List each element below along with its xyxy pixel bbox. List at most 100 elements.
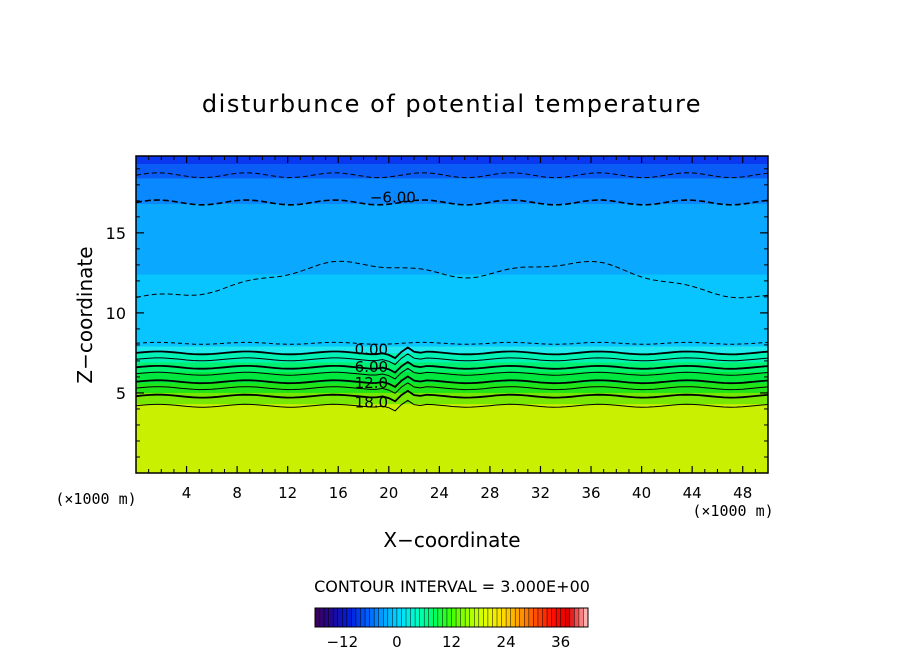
colorbar-tick-label-2: 12 <box>442 633 461 651</box>
contour-label-2: 6.00 <box>355 358 388 376</box>
colorbar-cell <box>492 608 498 627</box>
colorbar-cell <box>524 608 530 627</box>
colorbar-cell <box>446 608 452 627</box>
colorbar-cell <box>392 608 398 627</box>
colorbar-cell <box>497 608 502 627</box>
contour-label-1: 0.00 <box>355 341 388 359</box>
colorbar-cell <box>551 608 557 627</box>
colorbar-cell <box>351 608 357 627</box>
colorbar-cell <box>515 608 521 627</box>
color-band-6 <box>136 352 768 364</box>
color-band-5 <box>136 346 768 354</box>
contour-label-4: 18.0 <box>355 393 388 411</box>
color-band-1 <box>136 164 768 180</box>
colorbar-cell <box>437 608 443 627</box>
contour-line-positive-7 <box>136 399 768 412</box>
x-axis-ticks: 4 8 12 16 20 24 28 32 36 40 44 48 <box>148 156 756 502</box>
x-tick-label-11: 48 <box>733 484 752 502</box>
contour-interval-label: CONTOUR INTERVAL = 3.000E+00 <box>314 577 590 596</box>
colorbar-cell <box>533 608 539 627</box>
colorbar <box>314 607 589 628</box>
contour-line-positive-4 <box>136 375 768 388</box>
colorbar-ticks: −12 0 12 24 36 <box>326 633 570 651</box>
contour-label-3: 12.0 <box>355 374 388 392</box>
x-tick-label-7: 32 <box>531 484 550 502</box>
contour-line-positive-1 <box>136 353 768 366</box>
colorbar-tick-label-4: 36 <box>551 633 570 651</box>
color-band-10 <box>136 392 768 405</box>
colorbar-tick-label-0: −12 <box>326 633 358 651</box>
colorbar-frame <box>314 607 589 628</box>
colorbar-cell <box>319 608 325 627</box>
colorbar-cell <box>528 608 534 627</box>
color-band-4 <box>136 274 768 348</box>
colorbar-cell <box>537 608 543 627</box>
colorbar-cell <box>510 608 516 627</box>
colorbar-cell <box>456 608 461 627</box>
colorbar-cell <box>469 608 475 627</box>
colorbar-cell <box>410 608 416 627</box>
y-axis-label: Z−coordinate <box>73 246 97 383</box>
colorbar-cell <box>483 608 489 627</box>
colorbar-cell <box>506 608 512 627</box>
colorbar-cell <box>378 608 384 627</box>
colorbar-cell <box>547 608 552 627</box>
x-tick-label-3: 16 <box>329 484 348 502</box>
colorbar-tick-label-3: 24 <box>497 633 516 651</box>
colorbar-cell <box>406 608 411 627</box>
contour-line-negative-2 <box>136 260 768 299</box>
colorbar-cell <box>337 608 343 627</box>
colorbar-cell <box>419 608 425 627</box>
contour-label-0: −6.00 <box>370 188 416 206</box>
contour-line-negative-3 <box>136 341 768 345</box>
colorbar-cell <box>501 608 507 627</box>
x-axis-label: X−coordinate <box>383 528 520 552</box>
y-tick-label-1: 10 <box>106 304 126 323</box>
colorbar-cell <box>460 608 466 627</box>
colorbar-cell <box>333 608 339 627</box>
colorbar-cell <box>383 608 389 627</box>
color-band-11 <box>136 404 768 473</box>
x-tick-label-5: 24 <box>430 484 449 502</box>
chart-title: disturbunce of potential temperature <box>202 90 702 118</box>
x-tick-label-2: 12 <box>278 484 297 502</box>
contour-lines <box>136 172 768 412</box>
colorbar-cell <box>342 608 348 627</box>
x-tick-label-0: 4 <box>182 484 192 502</box>
contour-line-positive-3 <box>136 367 768 380</box>
colorbar-cell <box>324 608 330 627</box>
color-band-8 <box>136 372 768 384</box>
x-tick-label-4: 20 <box>379 484 398 502</box>
colorbar-cell <box>465 608 471 627</box>
colorbar-cell <box>387 608 393 627</box>
colorbar-cell <box>360 608 366 627</box>
x-tick-label-1: 8 <box>232 484 242 502</box>
colorbar-cell <box>328 608 334 627</box>
colorbar-cell <box>315 608 320 627</box>
contour-line-negative-0 <box>136 172 768 179</box>
contour-line-positive-6 <box>136 389 768 403</box>
colorbar-cell <box>487 608 493 627</box>
plot-area <box>136 156 768 473</box>
colorbar-cell <box>428 608 434 627</box>
color-band-0 <box>136 156 768 165</box>
x-tick-label-6: 28 <box>480 484 499 502</box>
colorbar-cell <box>569 608 575 627</box>
colorbar-tick-label-1: 0 <box>392 633 402 651</box>
colorbar-cell <box>478 608 484 627</box>
contour-line-positive-2 <box>136 360 768 374</box>
color-band-3 <box>136 204 768 276</box>
colorbar-cell <box>433 608 439 627</box>
colorbar-cell <box>565 608 571 627</box>
colorbar-cell <box>365 608 370 627</box>
colorbar-cell <box>519 608 525 627</box>
contour-line-positive-5 <box>136 382 768 394</box>
contour-line-negative-1 <box>136 199 768 206</box>
y-tick-label-2: 15 <box>106 224 126 243</box>
colorbar-cell <box>355 608 361 627</box>
y-tick-label-0: 5 <box>116 384 126 403</box>
x-tick-label-10: 44 <box>683 484 702 502</box>
color-band-2 <box>136 178 768 205</box>
